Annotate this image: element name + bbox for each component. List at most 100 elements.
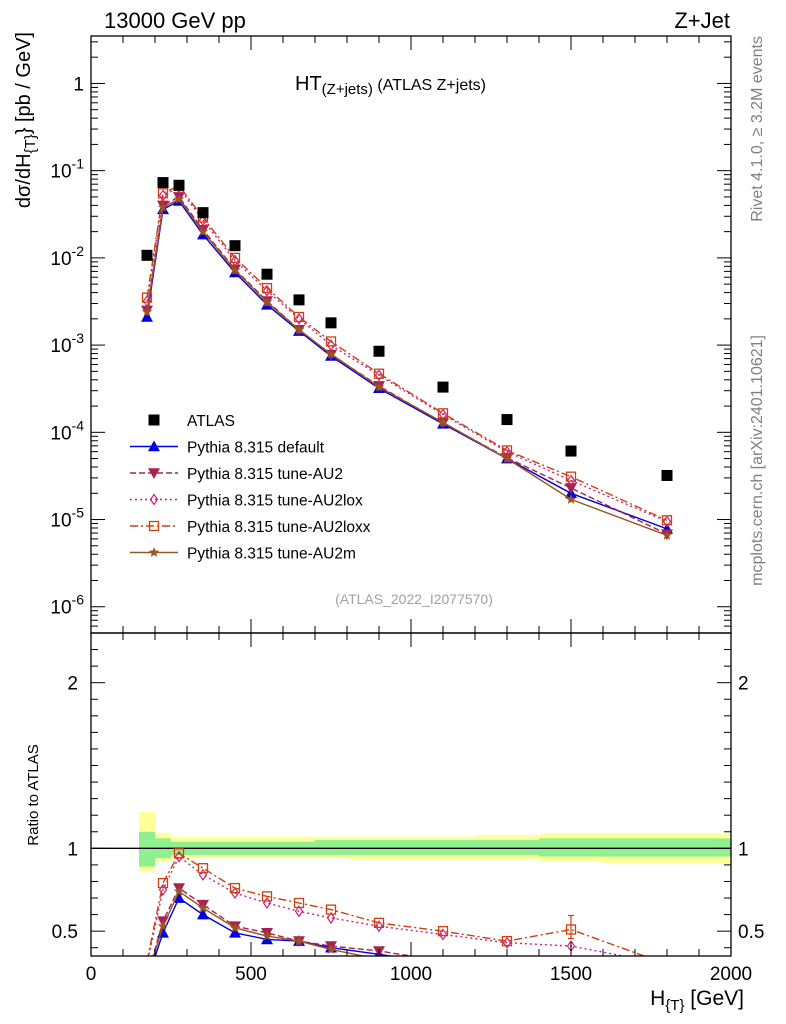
series-3-point bbox=[141, 292, 153, 303]
series-4-point bbox=[565, 493, 577, 504]
series-3-ratio-point bbox=[663, 960, 672, 969]
series-3-ratio-point bbox=[157, 877, 169, 889]
series-0-ratio-point bbox=[437, 958, 449, 969]
x-tick-label: 0 bbox=[86, 964, 97, 985]
atlas-data-point bbox=[141, 249, 153, 261]
ratio-band-inner bbox=[539, 838, 603, 857]
series-2-ratio-line bbox=[148, 855, 627, 956]
atlas-data-point bbox=[261, 268, 273, 280]
y-tick-label-base: 10 bbox=[50, 511, 71, 532]
y-tick-label: 10-1 bbox=[50, 156, 84, 183]
y-axis-label: dσ/dH{T}} [pb / GeV] bbox=[13, 32, 39, 208]
series-2-point bbox=[262, 284, 272, 297]
series-3-ratio-point bbox=[293, 897, 305, 909]
series-4-point bbox=[501, 453, 513, 464]
y-tick-label-base: 10 bbox=[50, 336, 71, 357]
atlas-data-point bbox=[173, 179, 185, 191]
series-4-point bbox=[325, 348, 337, 359]
series-3-ratio-point bbox=[197, 863, 209, 874]
series-3-ratio-point bbox=[261, 891, 273, 902]
series-2-ratio-point bbox=[502, 936, 512, 949]
legend-label: Pythia 8.315 tune-AU2 bbox=[187, 466, 343, 483]
main-plot-series bbox=[141, 177, 673, 541]
y-axis-label-main: dσ/dH bbox=[13, 153, 35, 208]
series-0-ratio-point bbox=[173, 892, 185, 903]
x-tick-label: 1500 bbox=[550, 964, 592, 985]
legend-marker bbox=[148, 547, 160, 557]
atlas-data-point bbox=[501, 414, 513, 426]
series-4-point bbox=[661, 529, 673, 540]
y-tick-label: 10-4 bbox=[50, 417, 84, 444]
axes-and-ticks: 0 500 1000 1500 2000110-110-210-310-410-510-… bbox=[50, 35, 764, 985]
legend: ATLAS Pythia 8.315 default Pythia 8.315 tu… bbox=[130, 413, 371, 563]
ratio-y-tick-label-left: 1 bbox=[67, 839, 78, 860]
ratio-band-inner bbox=[411, 840, 475, 855]
x-axis-label: H{T} [GeV] bbox=[650, 987, 744, 1014]
legend-marker bbox=[148, 414, 160, 426]
atlas-data-point bbox=[565, 445, 577, 457]
ratio-y-tick-label-left: 0.5 bbox=[52, 922, 78, 943]
series-4-ratio-point bbox=[157, 920, 169, 931]
legend-marker bbox=[149, 493, 159, 506]
series-2-ratio-point bbox=[664, 959, 671, 969]
ratio-y-tick-label-right: 1 bbox=[738, 839, 749, 860]
series-0-ratio-point bbox=[501, 958, 513, 969]
y-tick-label-exponent: -5 bbox=[72, 505, 85, 521]
series-4-point bbox=[437, 416, 449, 427]
series-2-ratio-point bbox=[326, 911, 336, 924]
series-0-ratio-point bbox=[141, 975, 153, 986]
series-4-point bbox=[141, 306, 153, 317]
atlas-data-point bbox=[373, 345, 385, 357]
series-4-point bbox=[373, 381, 385, 392]
legend-label: Pythia 8.315 tune-AU2m bbox=[187, 546, 356, 563]
y-tick-label-base: 10 bbox=[50, 249, 71, 270]
legend-label: Pythia 8.315 tune-AU2loxx bbox=[187, 519, 371, 536]
series-3-point bbox=[229, 252, 241, 264]
y-tick-label: 1 bbox=[73, 74, 84, 95]
series-3-point bbox=[157, 188, 169, 199]
series-4-ratio-point bbox=[502, 959, 512, 969]
ratio-uncertainty-bands bbox=[91, 811, 731, 872]
series-2-point bbox=[158, 189, 168, 202]
series-3-ratio-point bbox=[141, 955, 153, 956]
series-2-ratio-point bbox=[198, 868, 208, 881]
series-2-point bbox=[198, 214, 208, 227]
series-1-ratio-point bbox=[141, 973, 153, 984]
y-tick-label-exponent: -6 bbox=[72, 592, 85, 608]
series-2-line bbox=[146, 186, 668, 523]
ratio-band-inner bbox=[603, 838, 731, 857]
y-axis-label-sub: {T} bbox=[22, 134, 39, 153]
series-4-point bbox=[173, 193, 185, 204]
series-3-point bbox=[565, 471, 577, 482]
ratio-y-axis-label: Ratio to ATLAS bbox=[25, 744, 42, 845]
main-panel-frame bbox=[90, 35, 732, 634]
series-0-ratio-point bbox=[661, 958, 673, 969]
series-2-point bbox=[566, 474, 576, 487]
legend-marker bbox=[148, 440, 160, 452]
y-tick-label-base: 10 bbox=[50, 162, 71, 183]
series-4-point bbox=[197, 226, 209, 237]
atlas-data-point bbox=[661, 469, 673, 481]
legend-marker bbox=[148, 468, 160, 479]
series-4-ratio-point bbox=[229, 922, 241, 933]
series-4-line bbox=[146, 198, 668, 536]
series-2-ratio-point bbox=[230, 887, 240, 900]
series-3-point bbox=[293, 311, 305, 323]
rivet-version-text: Rivet 4.1.0, ≥ 3.2M events bbox=[749, 36, 766, 222]
series-2-point bbox=[374, 369, 384, 382]
x-axis-label-sub: {T} bbox=[665, 997, 684, 1014]
legend-label: Pythia 8.315 default bbox=[187, 440, 325, 457]
ratio-plot-series bbox=[141, 848, 673, 986]
series-3-ratio-point bbox=[437, 926, 449, 937]
y-tick-label-base: 10 bbox=[50, 423, 71, 444]
series-4-ratio-point bbox=[197, 902, 209, 913]
x-axis-label-rest: [GeV] bbox=[684, 987, 744, 1010]
y-tick-label-base: 10 bbox=[50, 598, 71, 619]
ratio-y-tick-label-right: 0.5 bbox=[738, 922, 764, 943]
y-tick-label-exponent: -2 bbox=[72, 243, 85, 259]
x-tick-label: 500 bbox=[235, 964, 267, 985]
mcplots-text: mcplots.cern.ch [arXiv:2401.10621] bbox=[749, 335, 766, 586]
series-1-ratio-point bbox=[501, 959, 513, 970]
series-3-point bbox=[661, 515, 673, 526]
series-2-ratio-point bbox=[374, 920, 384, 933]
